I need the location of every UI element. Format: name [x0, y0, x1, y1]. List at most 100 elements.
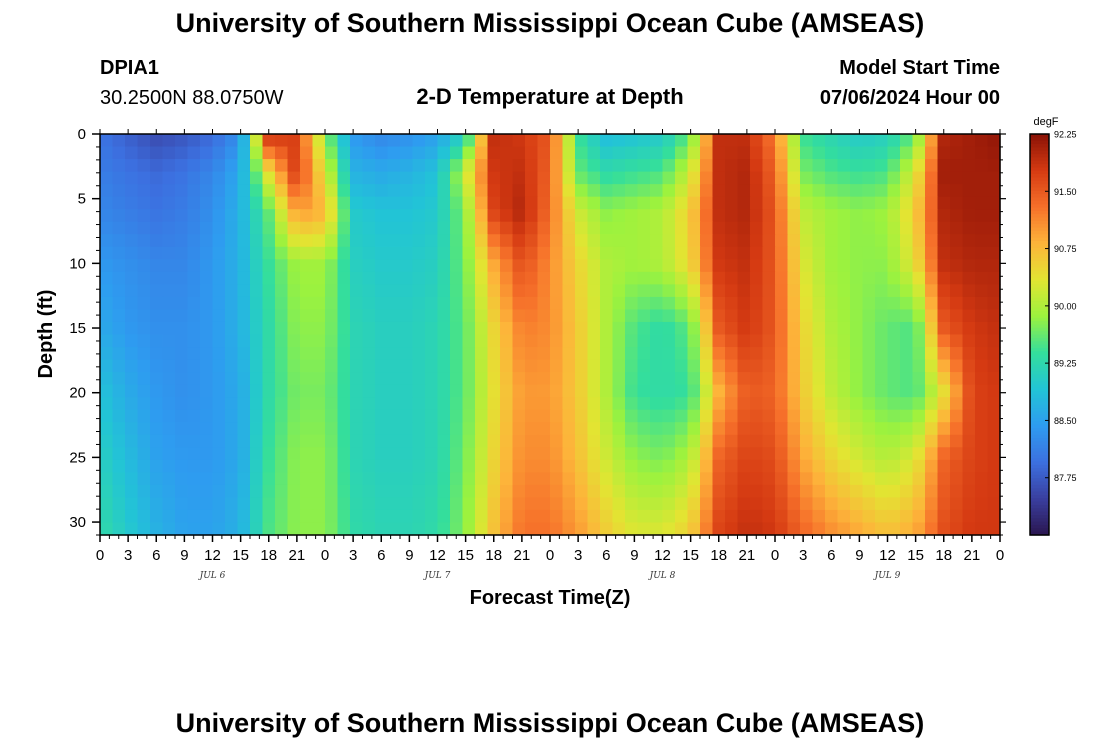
heatmap-cell — [937, 397, 951, 411]
heatmap-cell — [950, 447, 964, 461]
heatmap-cell — [800, 234, 814, 248]
heatmap-cell — [162, 321, 176, 336]
heatmap-cell — [200, 196, 214, 210]
heatmap-cell — [275, 347, 289, 361]
heatmap-cell — [612, 409, 626, 423]
heatmap-cell — [800, 484, 814, 499]
heatmap-cell — [925, 497, 939, 511]
heatmap-cell — [262, 296, 276, 311]
heatmap-cell — [250, 221, 264, 235]
heatmap-cell — [662, 309, 676, 323]
heatmap-cell — [775, 159, 789, 173]
heatmap-cell — [250, 246, 264, 260]
heatmap-cell — [500, 384, 514, 398]
heatmap-cell — [612, 146, 626, 160]
heatmap-cell — [187, 296, 201, 311]
heatmap-cell — [737, 184, 751, 198]
heatmap-cell — [875, 347, 889, 361]
heatmap-cell — [537, 146, 551, 160]
heatmap-cell — [262, 434, 276, 448]
heatmap-cell — [800, 459, 814, 473]
heatmap-cell — [725, 522, 739, 536]
heatmap-cell — [662, 359, 676, 373]
heatmap-cell — [600, 459, 614, 473]
heatmap-cell — [112, 146, 126, 160]
heatmap-cell — [500, 234, 514, 248]
heatmap-cell — [862, 409, 876, 423]
heatmap-cell — [100, 509, 114, 524]
heatmap-cell — [187, 309, 201, 323]
colorbar-swatch — [1030, 458, 1049, 463]
heatmap-cell — [575, 497, 589, 511]
heatmap-cell — [125, 484, 139, 499]
heatmap-cell — [900, 159, 914, 173]
heatmap-cell — [175, 497, 189, 511]
heatmap-cell — [725, 372, 739, 386]
heatmap-cell — [600, 284, 614, 298]
heatmap-cell — [312, 321, 326, 336]
heatmap-cell — [475, 372, 489, 386]
heatmap-cell — [162, 472, 176, 486]
heatmap-cell — [550, 221, 564, 235]
heatmap-cell — [775, 196, 789, 210]
heatmap-cell — [800, 209, 814, 223]
heatmap-cell — [312, 221, 326, 235]
heatmap-cell — [575, 347, 589, 361]
heatmap-cell — [700, 434, 714, 448]
heatmap-cell — [800, 309, 814, 323]
heatmap-cell — [700, 321, 714, 336]
heatmap-cell — [725, 146, 739, 160]
heatmap-cell — [900, 522, 914, 536]
heatmap-cell — [100, 159, 114, 173]
heatmap-cell — [487, 284, 501, 298]
heatmap-cell — [887, 509, 901, 524]
heatmap-cell — [837, 221, 851, 235]
heatmap-cell — [837, 321, 851, 336]
heatmap-cell — [837, 134, 851, 148]
heatmap-cell — [125, 347, 139, 361]
heatmap-cell — [875, 459, 889, 473]
heatmap-cell — [187, 134, 201, 148]
colorbar-swatch — [1030, 401, 1049, 406]
heatmap-cell — [337, 184, 351, 198]
colorbar-swatch — [1030, 180, 1049, 185]
heatmap-cell — [350, 196, 364, 210]
heatmap-cell — [225, 347, 239, 361]
heatmap-cell — [862, 209, 876, 223]
heatmap-cell — [800, 434, 814, 448]
heatmap-cell — [900, 259, 914, 273]
heatmap-cell — [962, 422, 976, 436]
heatmap-cell — [850, 271, 864, 285]
heatmap-cell — [787, 296, 801, 311]
heatmap-cell — [812, 422, 826, 436]
heatmap-cell — [925, 159, 939, 173]
heatmap-cell — [550, 384, 564, 398]
heatmap-cell — [912, 509, 926, 524]
heatmap-cell — [750, 196, 764, 210]
heatmap-cell — [662, 334, 676, 348]
heatmap-cell — [162, 347, 176, 361]
heatmap-cell — [900, 447, 914, 461]
heatmap-cell — [412, 409, 426, 423]
heatmap-cell — [500, 334, 514, 348]
heatmap-cell — [512, 159, 526, 173]
heatmap-cell — [775, 397, 789, 411]
heatmap-cell — [687, 422, 701, 436]
heatmap-cell — [175, 434, 189, 448]
heatmap-cell — [250, 497, 264, 511]
heatmap-cell — [325, 234, 339, 248]
heatmap-cell — [987, 196, 1001, 210]
heatmap-cell — [100, 522, 114, 536]
heatmap-cell — [287, 184, 301, 198]
x-tick-label: 0 — [321, 547, 329, 564]
heatmap-cell — [375, 234, 389, 248]
heatmap-cell — [375, 522, 389, 536]
heatmap-cell — [350, 284, 364, 298]
heatmap-cell — [962, 196, 976, 210]
heatmap-cell — [400, 397, 414, 411]
heatmap-cell — [850, 447, 864, 461]
heatmap-cell — [325, 447, 339, 461]
heatmap-cell — [775, 509, 789, 524]
heatmap-cell — [587, 309, 601, 323]
heatmap-cell — [962, 334, 976, 348]
